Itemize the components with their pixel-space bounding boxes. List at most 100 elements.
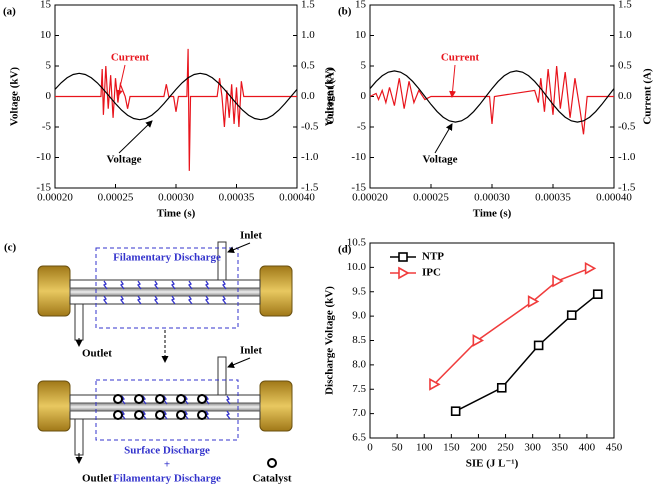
y2-tick-label: 1.5 (301, 0, 315, 11)
y-tick-label: 5 (361, 60, 367, 72)
zone-label: Surface Discharge (124, 445, 210, 457)
y2-tick-label: 0.0 (301, 90, 315, 102)
zone-label: Filamentary Discharge (113, 252, 221, 264)
marker (533, 340, 544, 351)
y-tick-label: -10 (351, 151, 366, 163)
x-tick-label: 200 (470, 442, 487, 454)
discharge-bolt (222, 280, 227, 290)
catalyst (155, 394, 165, 404)
y-tick-label: 10.0 (347, 261, 367, 273)
x-axis-title: Time (s) (157, 208, 196, 220)
y-tick-label: 8.5 (352, 334, 366, 346)
series-line (55, 48, 297, 171)
discharge-bolt (103, 280, 108, 290)
panel-label: (d) (338, 244, 352, 256)
discharge-bolt (120, 280, 125, 290)
series-line (54, 72, 298, 121)
annotation-arrow (434, 123, 453, 154)
discharge-bolt (121, 395, 126, 405)
end-cap (259, 265, 293, 317)
annotation-arrow (118, 120, 153, 154)
marker (552, 274, 564, 288)
end-cap (37, 265, 71, 317)
y-tick-label: 8.0 (352, 358, 366, 370)
y2-tick-label: 0.5 (618, 60, 632, 72)
marker (472, 334, 485, 347)
plot-frame (369, 242, 615, 439)
discharge-bolt (154, 295, 159, 305)
rod (69, 287, 261, 297)
arrow (227, 357, 251, 368)
catalyst (155, 410, 165, 420)
discharge-bolt (103, 295, 108, 305)
y-tick-label: 15 (40, 0, 52, 11)
zone-label: Filamentary Discharge (113, 473, 221, 485)
catalyst (176, 394, 186, 404)
y-tick-label: -15 (351, 182, 366, 194)
x-tick-label: 0.00030 (158, 192, 194, 204)
discharge-bolt (188, 295, 193, 305)
discharge-bolt (142, 410, 147, 420)
y-tick-label: 0 (361, 90, 367, 102)
y-tick-label: -5 (42, 121, 52, 133)
marker (584, 261, 597, 275)
catalyst-icon (267, 458, 277, 468)
y2-tick-label: 1.0 (301, 29, 315, 41)
discharge-bolt (184, 395, 189, 405)
x-tick-label: 0.00035 (219, 192, 255, 204)
x-axis-title: SIE (J L⁻¹) (466, 458, 519, 470)
outlet-pipe (74, 418, 84, 456)
catalyst (134, 394, 144, 404)
annotation: Current (111, 52, 150, 64)
y2-tick-label: 0.0 (618, 90, 632, 102)
discharge-bolt (137, 295, 142, 305)
annotation: Voltage (106, 154, 141, 166)
catalyst (134, 410, 144, 420)
rod (69, 402, 261, 412)
x-axis-title: Time (s) (473, 208, 512, 220)
outlet-pipe (74, 303, 84, 341)
inlet-label: Inlet (240, 345, 262, 357)
legend-label: NTP (422, 251, 444, 263)
outlet-label: Outlet (82, 473, 112, 485)
y-tick-label: 10.5 (347, 237, 367, 249)
x-tick-label: 0.00030 (474, 192, 510, 204)
series-line (369, 65, 614, 135)
discharge-bolt (205, 410, 210, 420)
y-tick-label: 7.0 (352, 407, 366, 419)
discharge-bolt (205, 280, 210, 290)
catalyst-label: Catalyst (252, 473, 291, 485)
x-tick-label: 400 (579, 442, 596, 454)
catalyst (197, 394, 207, 404)
x-tick-label: 0.00040 (596, 192, 632, 204)
x-tick-label: 0.00025 (413, 192, 449, 204)
x-tick-label: 0.00040 (279, 192, 315, 204)
marker (429, 378, 441, 391)
y-tick-label: 6.5 (352, 432, 366, 444)
zone-label: + (164, 459, 170, 471)
y-tick-label: 10 (355, 29, 367, 41)
y2-tick-label: 1.0 (618, 29, 632, 41)
y2-axis-title: Current (A) (642, 68, 654, 125)
marker (566, 310, 577, 320)
y2-tick-label: 1.5 (618, 0, 632, 11)
discharge-bolt (163, 395, 168, 405)
series-line (369, 70, 615, 123)
y-tick-label: -10 (36, 151, 51, 163)
y2-tick-label: -0.5 (301, 121, 319, 133)
panel-label: (c) (4, 242, 17, 254)
outlet-label: Outlet (82, 348, 112, 360)
inlet-pipe (217, 356, 227, 396)
x-tick-label: 300 (524, 442, 541, 454)
y2-tick-label: -1.5 (618, 182, 636, 194)
x-tick-label: 100 (416, 442, 433, 454)
annotation: Current (441, 52, 480, 64)
y-tick-label: 10 (40, 29, 52, 41)
y-tick-label: -5 (357, 121, 367, 133)
catalyst (113, 410, 123, 420)
x-tick-label: 0.00035 (535, 192, 571, 204)
x-tick-label: 0.00020 (37, 192, 73, 204)
y-axis-title: Voltage (kV) (324, 67, 336, 127)
discharge-bolt (184, 410, 189, 420)
